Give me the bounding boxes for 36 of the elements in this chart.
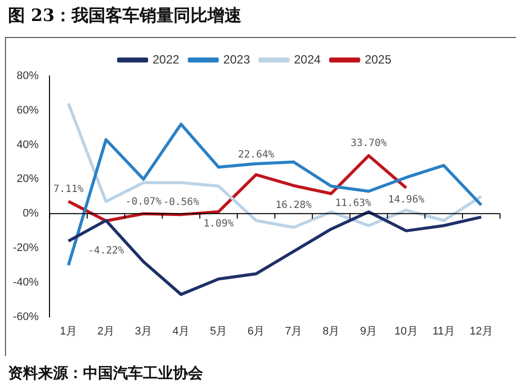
legend-label: 2023 [223, 52, 250, 66]
y-tick-label: 20% [16, 173, 39, 186]
data-label: 7.11% [53, 184, 84, 195]
y-tick-label: 0% [22, 208, 39, 220]
x-tick-label: 4月 [172, 325, 190, 338]
data-label: 22.64% [238, 149, 274, 160]
x-tick-label: 1月 [60, 325, 78, 338]
y-tick-label: 60% [16, 104, 39, 116]
data-label: 1.09% [203, 218, 234, 230]
y-tick-label: -60% [12, 310, 39, 323]
y-tick-label: -40% [12, 276, 39, 288]
x-tick-label: 11月 [432, 325, 455, 338]
data-label: -4.22% [88, 245, 124, 256]
x-tick-label: 6月 [248, 325, 265, 338]
data-label: -0.56% [162, 197, 200, 208]
legend-label: 2024 [294, 52, 322, 66]
data-label: 33.70% [350, 138, 387, 150]
data-label: -0.07% [125, 196, 162, 208]
x-tick-label: 5月 [210, 325, 228, 338]
data-label: 14.96% [388, 194, 424, 206]
legend-label: 2022 [152, 52, 180, 66]
chart-title: 图 23：我国客车销量同比增速 [8, 5, 242, 27]
text: 资料来源：中国汽车工业协会 [8, 364, 203, 383]
x-tick-label: 7月 [285, 325, 302, 338]
x-tick-label: 3月 [134, 325, 152, 338]
x-tick-label: 12月 [470, 325, 493, 338]
x-tick-label: 9月 [360, 325, 378, 338]
x-tick-label: 8月 [322, 325, 340, 338]
x-tick-label: 10月 [394, 325, 418, 338]
y-tick-label: -20% [12, 242, 39, 254]
data-label: 16.28% [276, 200, 312, 212]
data-label: 11.63% [335, 198, 372, 210]
y-tick-label: 80% [16, 70, 39, 82]
legend-label: 2025 [364, 52, 392, 66]
x-tick-label: 2月 [97, 325, 115, 338]
y-tick-label: 40% [16, 138, 39, 151]
